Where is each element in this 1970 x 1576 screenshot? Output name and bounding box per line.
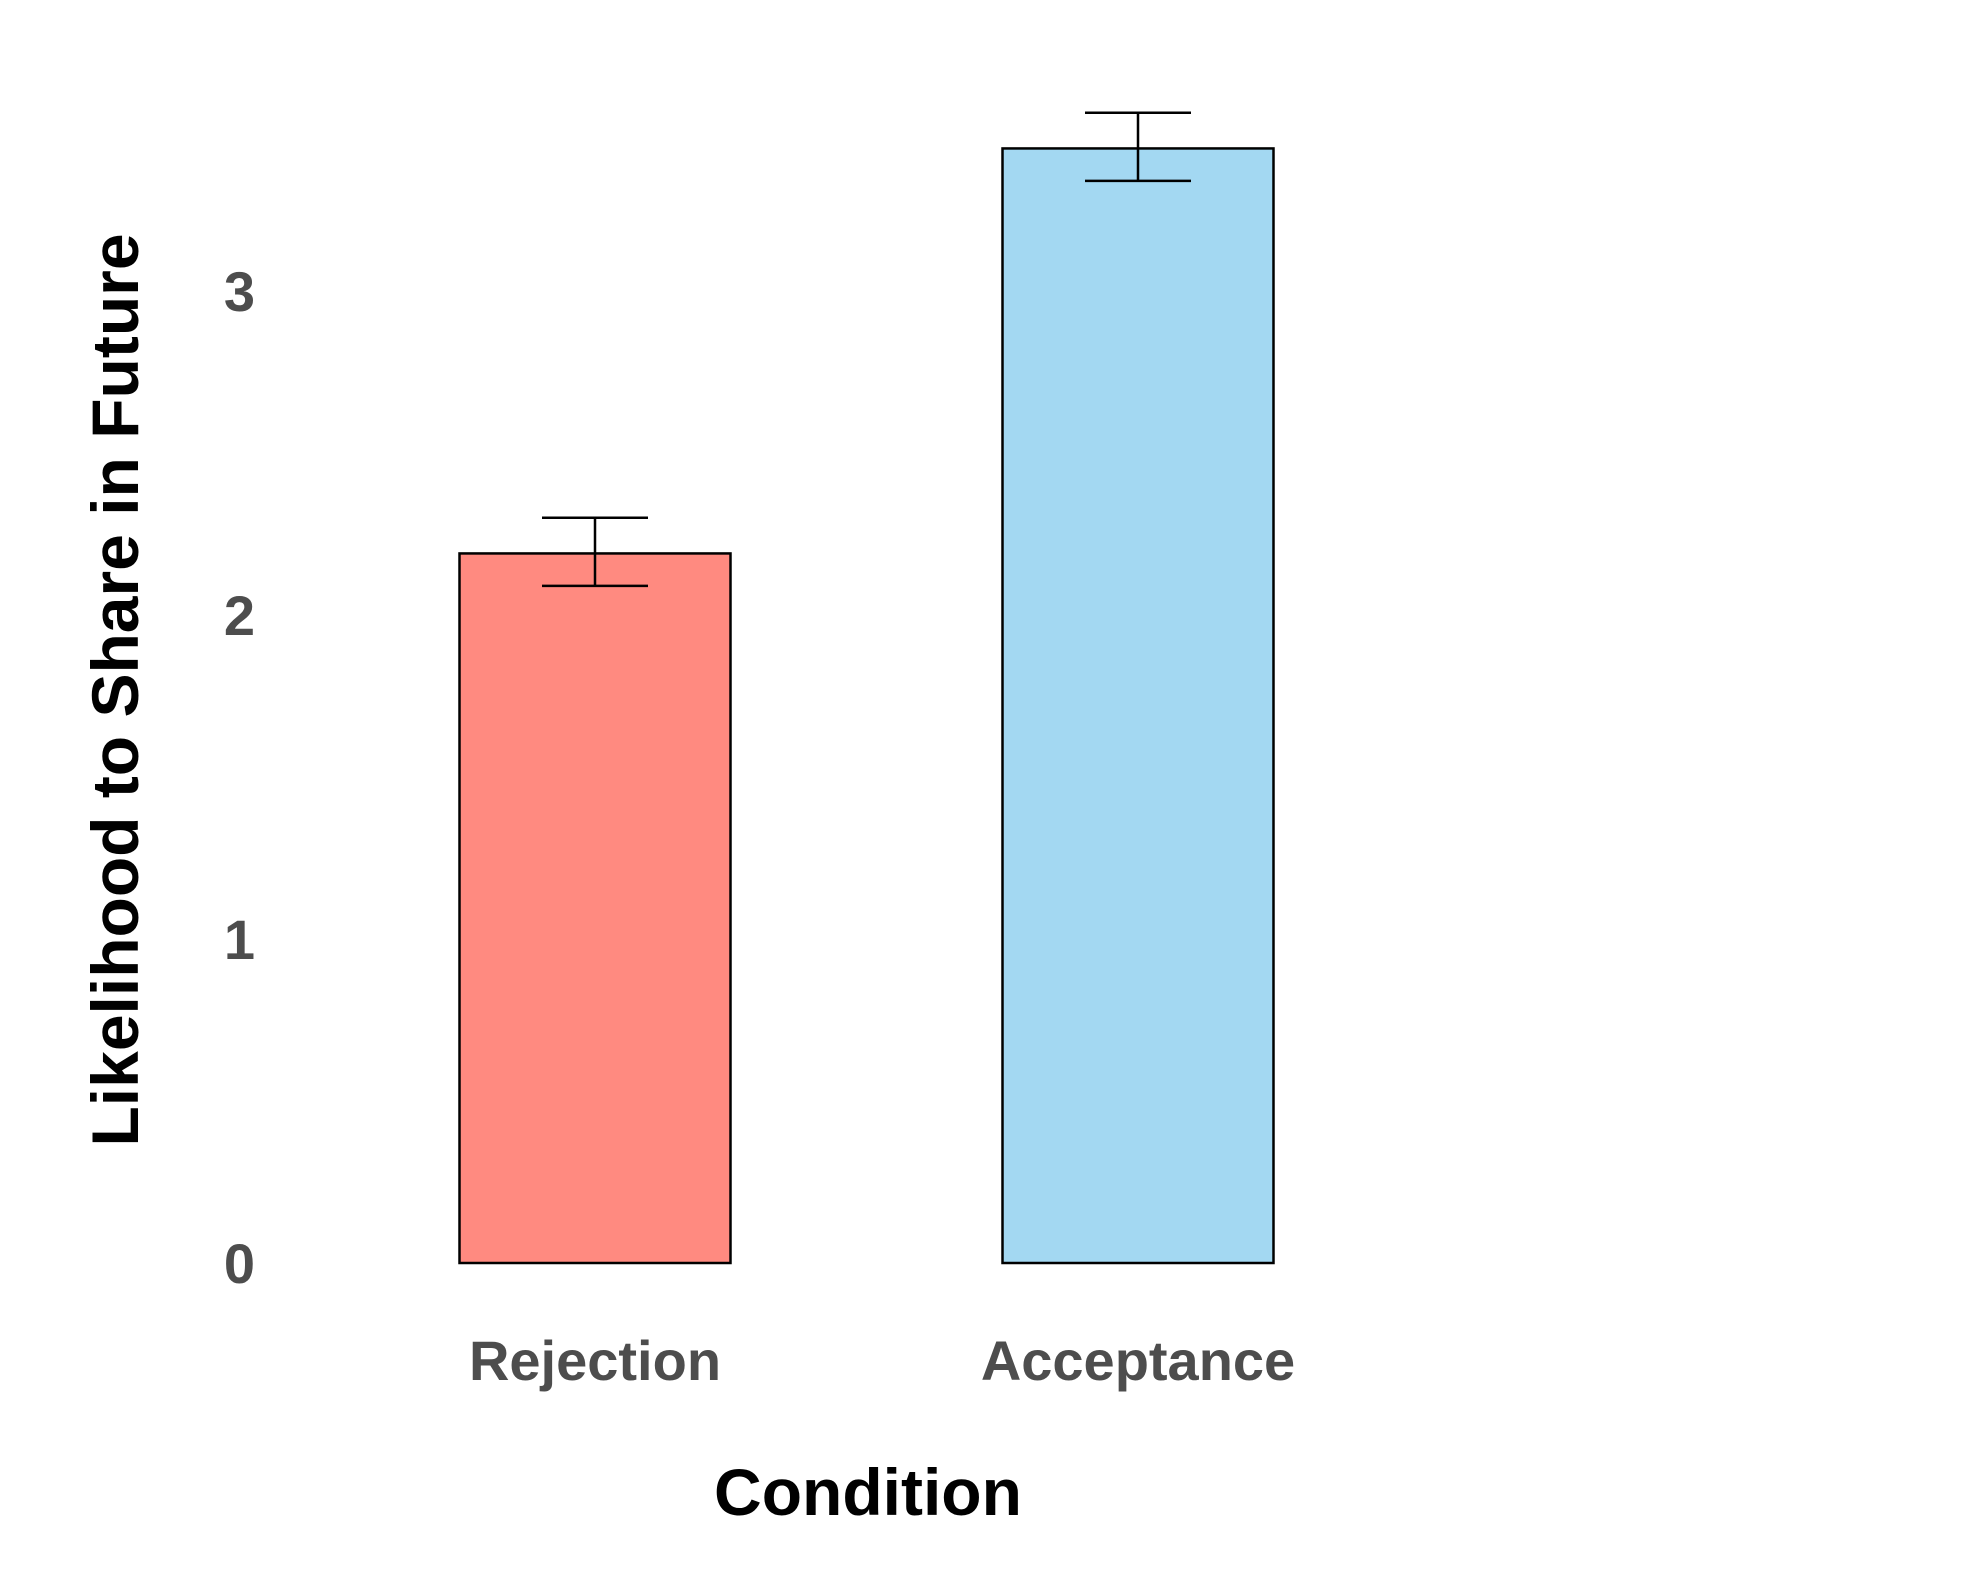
y-tick-label: 3 <box>224 260 255 323</box>
bars <box>458 147 1275 1265</box>
error-bar-rejection <box>542 516 648 588</box>
y-tick-label: 0 <box>224 1232 255 1295</box>
x-axis-title: Condition <box>714 1455 1022 1529</box>
y-tick-label: 1 <box>224 908 255 971</box>
x-axis-ticks: Rejection Acceptance <box>469 1329 1295 1392</box>
error-bars <box>542 111 1191 588</box>
bar-acceptance <box>1001 147 1275 1265</box>
y-axis-title: Likelihood to Share in Future <box>78 233 152 1146</box>
error-bar-acceptance <box>1085 111 1191 183</box>
x-tick-label-acceptance: Acceptance <box>981 1329 1295 1392</box>
y-axis-ticks: 0 1 2 3 <box>224 260 255 1295</box>
bar-rejection <box>458 552 732 1265</box>
y-tick-label: 2 <box>224 584 255 647</box>
x-tick-label-rejection: Rejection <box>469 1329 721 1392</box>
